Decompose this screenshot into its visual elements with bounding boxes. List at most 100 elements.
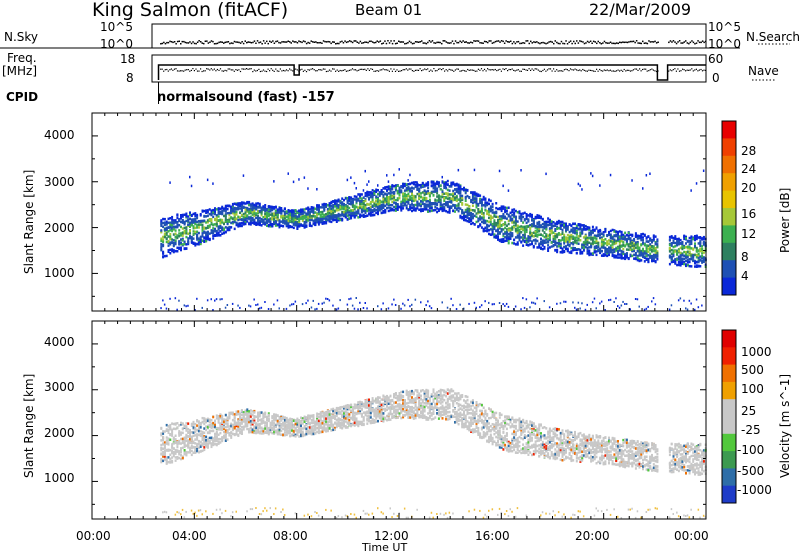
power-cell — [409, 187, 412, 190]
power-cell — [244, 206, 247, 210]
power-cell — [457, 183, 460, 186]
power-cell — [681, 254, 684, 257]
power-cell — [398, 168, 400, 171]
power-cell — [217, 208, 220, 211]
nave-point — [198, 70, 200, 72]
power-cell — [550, 220, 553, 223]
power-cell — [613, 301, 615, 303]
power-cell — [500, 215, 503, 218]
power-cell — [640, 249, 643, 253]
power-cell — [244, 212, 247, 216]
power-cell — [649, 238, 652, 242]
power-cell — [328, 202, 331, 205]
power-cell — [520, 241, 523, 244]
nsky-point — [623, 41, 626, 44]
power-cell — [167, 226, 170, 229]
power-cell — [676, 237, 679, 241]
power-cell — [674, 258, 677, 261]
power-cell — [344, 211, 347, 215]
power-cell — [162, 299, 164, 302]
power-cell — [582, 247, 585, 251]
power-cell — [291, 225, 293, 229]
power-cell — [505, 224, 508, 227]
nsky-point — [678, 40, 681, 42]
power-cell — [556, 233, 559, 236]
power-cell — [575, 308, 578, 311]
power-cell — [545, 241, 548, 244]
nsky-point — [399, 41, 401, 43]
power-cell — [165, 232, 168, 235]
power-cell — [430, 184, 433, 187]
power-cell — [611, 248, 614, 252]
nave-point — [619, 70, 621, 72]
power-cell — [563, 249, 566, 253]
nave-point — [391, 70, 393, 72]
power-cell — [332, 203, 335, 207]
power-cell — [668, 254, 671, 257]
nave-point — [436, 70, 438, 72]
nsky-point — [233, 40, 236, 43]
power-cell — [176, 246, 179, 250]
nave-point — [703, 69, 705, 71]
power-cell — [522, 297, 524, 300]
power-cell — [495, 221, 498, 225]
power-cell — [196, 216, 199, 220]
power-cell — [253, 211, 256, 215]
nave-point — [497, 69, 499, 71]
power-cell — [534, 239, 537, 242]
power-cell — [595, 253, 598, 257]
power-cell — [403, 194, 406, 198]
power-cell — [620, 304, 623, 307]
nsky-point — [325, 41, 328, 43]
power-cell — [341, 214, 344, 217]
power-cell — [427, 203, 430, 207]
power-cell — [461, 202, 464, 205]
power-cell — [303, 211, 306, 214]
power-cell — [473, 301, 476, 304]
power-cell — [437, 208, 440, 211]
nsky-point — [189, 41, 191, 43]
power-cell — [323, 215, 326, 218]
nsky-point — [272, 40, 274, 42]
power-cell — [260, 206, 263, 209]
power-cell — [409, 208, 412, 211]
power-cell — [599, 233, 602, 236]
power-cell — [543, 227, 546, 230]
nave-point — [399, 70, 401, 72]
power-cell — [647, 257, 650, 261]
power-cell — [233, 219, 236, 222]
power-cell — [437, 181, 440, 184]
vel-ytick-1000: 1000 — [44, 471, 75, 485]
power-cell — [231, 220, 234, 224]
power-cell — [416, 207, 419, 210]
power-cell — [298, 225, 301, 228]
power-cell — [194, 230, 197, 234]
power-cell — [242, 174, 245, 177]
power-cell — [651, 250, 653, 253]
power-cell — [396, 205, 399, 209]
nsky-point — [608, 42, 610, 44]
power-cell — [428, 192, 431, 195]
nave-point — [635, 68, 638, 70]
power-cell — [586, 238, 589, 242]
power-cell — [273, 214, 276, 217]
nave-point — [219, 68, 222, 70]
nsky-point — [465, 41, 467, 43]
power-cell — [174, 297, 177, 300]
power-cell — [541, 234, 544, 237]
power-cell — [525, 214, 528, 217]
power-cell — [317, 204, 320, 207]
nave-point — [434, 70, 436, 72]
power-cell — [405, 186, 408, 190]
power-cell — [190, 184, 193, 188]
power-cell — [416, 204, 419, 207]
power-cell — [436, 203, 439, 207]
power-cell — [638, 305, 640, 308]
power-cell — [548, 229, 551, 233]
power-cell — [574, 231, 576, 235]
nave-point — [462, 69, 464, 71]
power-cell — [414, 298, 417, 301]
power-cell — [561, 251, 564, 254]
nsky-point — [577, 42, 580, 44]
power-cell — [343, 198, 345, 202]
